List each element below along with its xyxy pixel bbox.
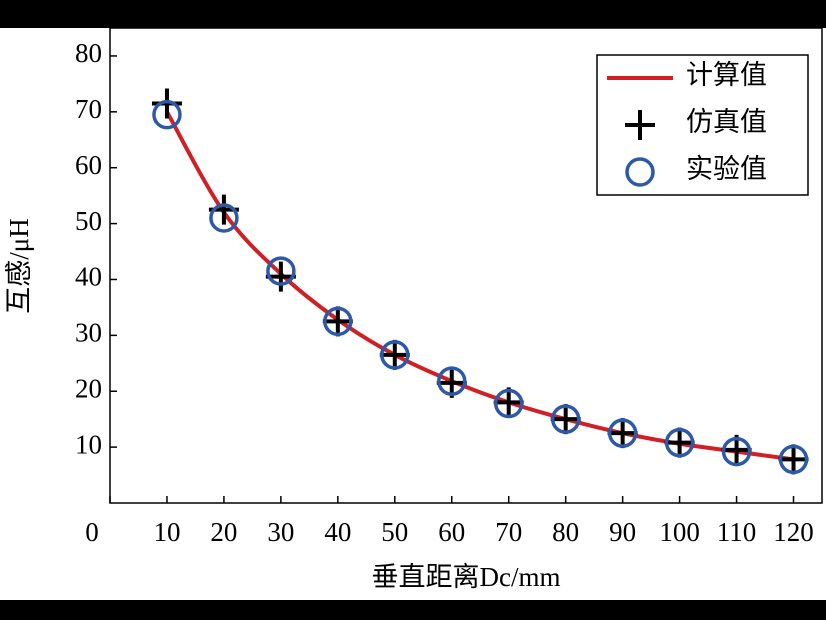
circle-marker [721, 436, 752, 467]
circle-marker [266, 256, 296, 286]
plus-marker [550, 404, 581, 435]
legend-label: 仿真值 [686, 107, 767, 137]
legend-marker [625, 110, 655, 140]
circle-marker [323, 306, 353, 337]
y-tick-label: 80 [75, 38, 102, 68]
x-tick-label: 80 [552, 517, 579, 547]
y-tick-label: 30 [75, 318, 102, 348]
circle-marker [437, 366, 467, 396]
x-tick-label: 110 [717, 517, 757, 547]
circle-marker [493, 388, 524, 419]
plus-marker [493, 387, 524, 418]
x-tick-label: 30 [267, 517, 294, 547]
x-tick-label: 60 [438, 517, 465, 547]
plus-marker [607, 418, 638, 449]
y-tick-label: 40 [75, 262, 102, 292]
plus-marker [664, 427, 695, 458]
y-tick-label: 50 [75, 206, 102, 236]
x-tick-label: 50 [381, 517, 408, 547]
x-tick-label: 120 [773, 517, 814, 547]
plot-frame [109, 27, 823, 504]
y-tick-label: 70 [75, 94, 102, 124]
x-tick-label: 100 [659, 517, 700, 547]
y-tick-label: 20 [75, 373, 102, 403]
plus-marker [322, 306, 353, 337]
circle-marker [778, 444, 809, 475]
legend-label: 计算值 [686, 60, 767, 90]
plus-marker [151, 88, 182, 119]
y-tick-label: 60 [75, 150, 102, 180]
circle-marker [550, 404, 581, 434]
circle-marker [607, 418, 638, 448]
plus-marker [778, 444, 809, 475]
legend-label: 实验值 [686, 154, 767, 184]
y-axis-label: 互感/μH [4, 218, 34, 313]
plus-marker [379, 339, 410, 370]
circle-marker [152, 99, 182, 130]
x-tick-label: 90 [609, 517, 636, 547]
y-tick-label: 10 [75, 429, 102, 459]
x-tick-label: 20 [210, 517, 237, 547]
circle-marker [209, 203, 239, 233]
circle-marker [380, 340, 410, 370]
x-tick-label: 40 [324, 517, 351, 547]
x-tick-label: 0 [85, 517, 99, 547]
x-tick-label: 10 [153, 517, 180, 547]
circle-marker [664, 427, 695, 458]
x-tick-label: 70 [495, 517, 522, 547]
legend-marker [625, 157, 655, 187]
x-axis-label: 垂直距离Dc/mm [372, 562, 561, 592]
